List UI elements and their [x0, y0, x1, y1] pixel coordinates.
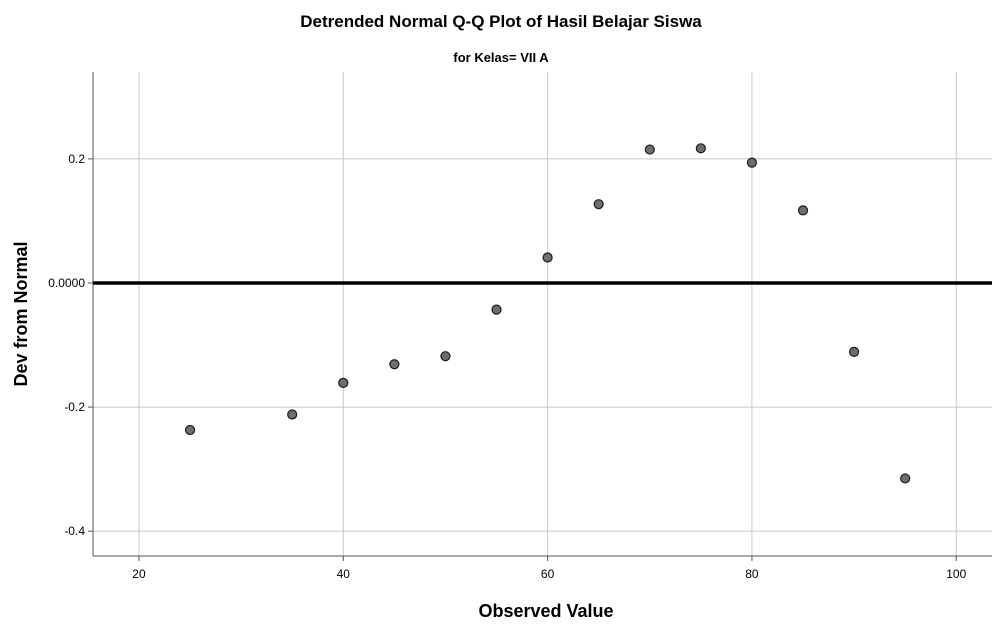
y-tick-label: -0.2 — [64, 400, 85, 414]
y-tick-label: 0.2 — [68, 152, 85, 166]
x-tick-label: 80 — [745, 567, 759, 581]
points — [184, 143, 911, 484]
chart-subtitle: for Kelas= VII A — [453, 50, 549, 65]
data-point — [542, 252, 553, 263]
grid — [93, 72, 992, 556]
data-point — [644, 144, 655, 155]
data-point — [491, 304, 502, 315]
data-point — [746, 157, 758, 168]
data-point — [389, 359, 400, 370]
y-axis-title: Dev from Normal — [11, 241, 31, 386]
data-point — [440, 351, 451, 362]
data-point — [184, 424, 196, 436]
data-point — [593, 199, 604, 210]
x-tick-label: 40 — [337, 567, 351, 581]
y-tick-label: -0.4 — [64, 524, 85, 538]
x-tick-label: 20 — [132, 567, 146, 581]
data-point — [900, 473, 911, 484]
tick-labels: 20 40 60 80 100 0.2 0.0000 -0.2 -0.4 — [48, 152, 966, 581]
x-axis-title: Observed Value — [478, 601, 613, 621]
chart-title: Detrended Normal Q-Q Plot of Hasil Belaj… — [300, 12, 702, 31]
data-point — [287, 409, 298, 420]
axes — [88, 72, 992, 561]
y-tick-label: 0.0000 — [48, 276, 85, 290]
data-point — [695, 143, 706, 154]
data-point — [797, 205, 809, 216]
x-tick-label: 60 — [541, 567, 555, 581]
x-tick-label: 100 — [946, 567, 966, 581]
data-point — [338, 377, 349, 388]
data-point — [848, 346, 860, 357]
